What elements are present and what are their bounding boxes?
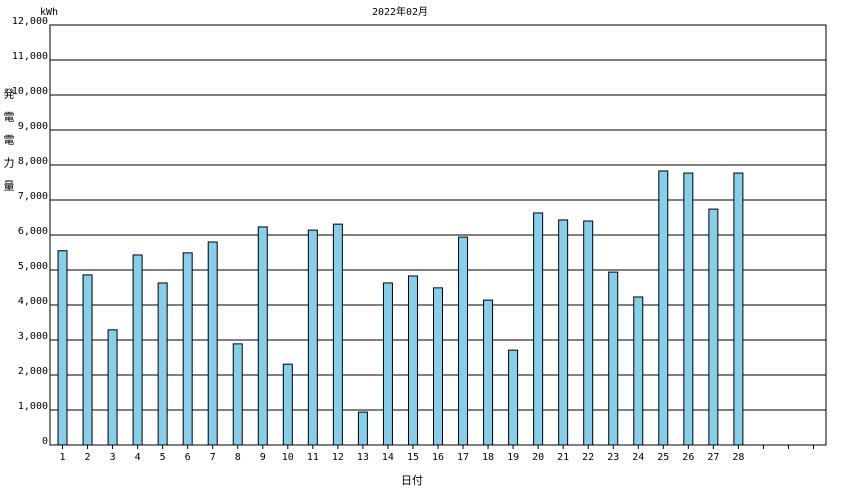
y-tick-label: 4,000 — [18, 296, 48, 307]
bar — [708, 208, 719, 446]
bar — [683, 172, 694, 446]
y-tick-label: 5,000 — [18, 261, 48, 272]
y-tick-label: 2,000 — [18, 366, 48, 377]
x-tick-label: 12 — [332, 452, 344, 463]
x-tick-label: 23 — [607, 452, 619, 463]
x-tick-label: 3 — [110, 452, 116, 463]
bar — [382, 282, 393, 446]
bar — [658, 170, 669, 446]
bar — [407, 275, 418, 446]
bar — [357, 411, 368, 446]
x-tick-label: 25 — [657, 452, 669, 463]
unit-label: kWh — [40, 7, 58, 18]
x-tick-label: 4 — [135, 452, 141, 463]
x-tick-label: 15 — [407, 452, 419, 463]
x-tick-label: 11 — [307, 452, 319, 463]
x-tick-label: 18 — [482, 452, 494, 463]
y-tick-label: 0 — [42, 436, 48, 447]
bar — [583, 220, 594, 446]
x-tick-label: 21 — [557, 452, 569, 463]
bar — [533, 212, 544, 446]
x-tick-label: 14 — [382, 452, 394, 463]
x-tick-label: 19 — [507, 452, 519, 463]
x-tick-label: 9 — [260, 452, 266, 463]
y-tick-label: 10,000 — [12, 86, 48, 97]
bar — [157, 282, 168, 446]
x-tick-label: 26 — [682, 452, 694, 463]
y-tick-label: 9,000 — [18, 121, 48, 132]
bar — [633, 296, 644, 446]
x-tick-label: 7 — [210, 452, 216, 463]
bar — [483, 299, 494, 446]
x-tick-label: 5 — [160, 452, 166, 463]
bar — [182, 252, 193, 446]
chart-title: 2022年02月 — [372, 5, 428, 18]
bar — [508, 349, 519, 446]
bar — [458, 236, 469, 446]
x-tick-label: 2 — [85, 452, 91, 463]
y-tick-label: 7,000 — [18, 191, 48, 202]
bar — [107, 329, 118, 446]
y-axis-label: 発電電力量 — [2, 88, 15, 203]
y-tick-label: 1,000 — [18, 401, 48, 412]
y-tick-label: 8,000 — [18, 156, 48, 167]
bar — [307, 229, 318, 446]
bar — [57, 250, 68, 446]
x-tick-label: 20 — [532, 452, 544, 463]
bar — [433, 287, 443, 446]
x-tick-label: 8 — [235, 452, 241, 463]
y-tick-label: 3,000 — [18, 331, 48, 342]
bar — [82, 274, 93, 446]
x-tick-label: 22 — [582, 452, 594, 463]
x-axis-label: 日付 — [401, 474, 423, 487]
x-tick-label: 16 — [432, 452, 444, 463]
x-tick-label: 27 — [707, 452, 719, 463]
bar — [558, 219, 569, 446]
x-tick-label: 10 — [282, 452, 294, 463]
x-tick-label: 13 — [357, 452, 369, 463]
bar — [132, 254, 143, 446]
bar — [733, 172, 744, 446]
bar — [608, 271, 619, 446]
y-tick-label: 12,000 — [12, 16, 48, 27]
y-tick-label: 6,000 — [18, 226, 48, 237]
bar — [282, 363, 293, 446]
x-tick-label: 28 — [732, 452, 744, 463]
x-tick-label: 6 — [185, 452, 191, 463]
x-tick-label: 1 — [60, 452, 66, 463]
y-tick-label: 11,000 — [12, 51, 48, 62]
bar — [332, 223, 343, 446]
x-tick-label: 17 — [457, 452, 469, 463]
bar — [207, 241, 218, 446]
x-tick-label: 24 — [632, 452, 644, 463]
bar — [257, 226, 268, 446]
bar — [232, 343, 243, 446]
